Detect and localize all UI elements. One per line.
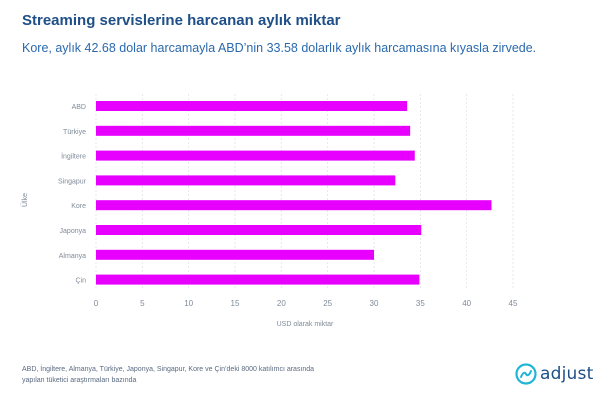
bar (96, 175, 396, 186)
x-tick-label: 25 (323, 299, 332, 308)
bars (96, 101, 492, 285)
category-label: Kore (71, 203, 86, 210)
x-axis-title: USD olarak miktar (277, 321, 334, 328)
adjust-logo[interactable]: adjust (515, 363, 593, 385)
x-tick-label: 20 (277, 299, 286, 308)
x-tick-label: 10 (184, 299, 193, 308)
x-tick-label: 0 (94, 299, 99, 308)
bar (96, 125, 411, 136)
x-tick-label: 30 (370, 299, 379, 308)
adjust-logo-icon (515, 363, 537, 385)
chart-subtitle: Kore, aylık 42.68 dolar harcamayla ABD’n… (22, 41, 537, 55)
category-label: Almanya (59, 253, 86, 260)
x-tick-label: 15 (231, 299, 240, 308)
x-tick-labels: 0 5 10 15 20 25 30 35 40 45 (94, 299, 518, 308)
bar (96, 274, 420, 285)
category-label: İngiltere (61, 152, 86, 161)
bar (96, 225, 422, 235)
bar (96, 200, 492, 211)
adjust-logo-text: adjust (540, 364, 594, 384)
x-tick-label: 40 (462, 299, 471, 308)
footnote-line-2: yapılan tüketici araştırmaları bazında (22, 377, 137, 384)
x-tick-label: 35 (416, 299, 425, 308)
y-axis-title: Ülke (21, 193, 29, 207)
category-label: Çin (75, 278, 86, 285)
chart-title: Streaming servislerine harcanan aylık mi… (22, 12, 341, 29)
category-label: Singapur (58, 178, 87, 185)
bar (96, 101, 408, 111)
category-labels: ABD Türkiye İngiltere Singapur Kore Japonya Al… (58, 104, 87, 285)
bar (96, 150, 415, 161)
x-tick-label: 45 (509, 299, 518, 308)
bar (96, 249, 374, 260)
footnote-line-1: ABD, İngiltere, Almanya, Türkiye, Japony… (22, 366, 315, 373)
category-label: ABD (72, 104, 86, 111)
gridlines (95, 94, 514, 290)
footnote: ABD, İngiltere, Almanya, Türkiye, Japony… (22, 364, 402, 386)
x-tick-label: 5 (140, 299, 145, 308)
category-label: Türkiye (63, 129, 86, 136)
category-label: Japonya (60, 228, 87, 235)
